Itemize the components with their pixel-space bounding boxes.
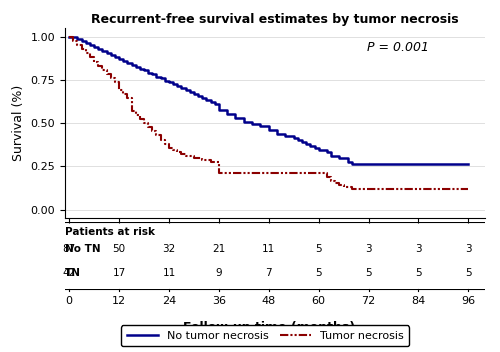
Line: Tumor necrosis: Tumor necrosis (69, 37, 468, 189)
Tumor necrosis (390, 187, 396, 191)
Tumor necrosis (100, 68, 105, 72)
Tumor necrosis (158, 138, 164, 142)
Tumor necrosis (178, 152, 184, 156)
Text: 0: 0 (66, 296, 72, 306)
No tumor necrosis (349, 162, 355, 166)
Text: 60: 60 (312, 296, 326, 306)
Tumor necrosis (66, 35, 72, 39)
Text: Follow-up time (months): Follow-up time (months) (182, 321, 355, 334)
Tumor necrosis (232, 170, 238, 175)
Tumor necrosis (366, 187, 372, 191)
Text: 96: 96 (462, 296, 475, 306)
Tumor necrosis (137, 117, 143, 121)
Tumor necrosis (162, 142, 168, 146)
Tumor necrosis (416, 187, 422, 191)
Tumor necrosis (349, 187, 355, 191)
Text: 3: 3 (366, 244, 372, 254)
Tumor necrosis (224, 170, 230, 175)
Text: 3: 3 (415, 244, 422, 254)
Tumor necrosis (316, 170, 322, 175)
Tumor necrosis (83, 51, 89, 55)
Text: 36: 36 (212, 296, 226, 306)
Text: 9: 9 (216, 268, 222, 277)
Text: 21: 21 (212, 244, 226, 254)
Text: 5: 5 (415, 268, 422, 277)
No tumor necrosis (120, 58, 126, 63)
Tumor necrosis (150, 130, 156, 134)
Tumor necrosis (124, 96, 130, 101)
Tumor necrosis (104, 72, 110, 76)
Text: 32: 32 (162, 244, 175, 254)
Tumor necrosis (74, 43, 80, 47)
No tumor necrosis (224, 112, 230, 116)
Tumor necrosis (340, 185, 346, 189)
Text: Patients at risk: Patients at risk (65, 227, 155, 237)
Tumor necrosis (96, 64, 102, 68)
Text: 5: 5 (316, 244, 322, 254)
Text: 50: 50 (112, 244, 126, 254)
Y-axis label: Survival (%): Survival (%) (12, 85, 25, 161)
Tumor necrosis (128, 109, 134, 113)
Title: Recurrent-free survival estimates by tumor necrosis: Recurrent-free survival estimates by tum… (91, 13, 459, 26)
Text: 5: 5 (366, 268, 372, 277)
Tumor necrosis (332, 181, 338, 185)
Text: 24: 24 (162, 296, 176, 306)
No tumor necrosis (204, 98, 210, 102)
Text: 42: 42 (62, 268, 76, 277)
Tumor necrosis (182, 154, 188, 158)
Text: 3: 3 (465, 244, 471, 254)
Text: TN: TN (65, 268, 81, 277)
Tumor necrosis (141, 121, 147, 125)
Tumor necrosis (208, 160, 214, 164)
Text: 72: 72 (362, 296, 376, 306)
Text: No TN: No TN (65, 244, 100, 254)
Tumor necrosis (132, 113, 138, 117)
Tumor necrosis (440, 187, 446, 191)
Tumor necrosis (112, 80, 118, 84)
Text: 48: 48 (262, 296, 276, 306)
Tumor necrosis (336, 183, 342, 187)
Text: 87: 87 (62, 244, 76, 254)
No tumor necrosis (66, 35, 72, 39)
Text: 5: 5 (316, 268, 322, 277)
Line: No tumor necrosis: No tumor necrosis (69, 37, 468, 164)
Tumor necrosis (199, 158, 205, 162)
Text: 5: 5 (465, 268, 471, 277)
No tumor necrosis (158, 76, 164, 81)
Text: 7: 7 (266, 268, 272, 277)
Text: 11: 11 (262, 244, 276, 254)
Text: 84: 84 (412, 296, 426, 306)
Tumor necrosis (290, 170, 296, 175)
Tumor necrosis (145, 125, 151, 130)
Tumor necrosis (266, 170, 272, 175)
Tumor necrosis (191, 156, 197, 160)
Text: 11: 11 (162, 268, 175, 277)
Tumor necrosis (166, 146, 172, 150)
Tumor necrosis (108, 76, 114, 80)
Tumor necrosis (170, 148, 176, 152)
Legend: No tumor necrosis, Tumor necrosis: No tumor necrosis, Tumor necrosis (121, 325, 409, 346)
No tumor necrosis (128, 63, 134, 67)
Text: 17: 17 (112, 268, 126, 277)
Text: 12: 12 (112, 296, 126, 306)
No tumor necrosis (466, 162, 471, 166)
Tumor necrosis (87, 55, 93, 59)
Tumor necrosis (324, 175, 330, 179)
Tumor necrosis (70, 39, 76, 43)
Tumor necrosis (91, 59, 97, 64)
Tumor necrosis (116, 88, 122, 93)
Tumor necrosis (174, 150, 180, 154)
No tumor necrosis (328, 154, 334, 158)
Tumor necrosis (120, 92, 126, 96)
Tumor necrosis (78, 47, 84, 51)
Tumor necrosis (466, 187, 471, 191)
Tumor necrosis (216, 170, 222, 175)
Tumor necrosis (328, 178, 334, 183)
Text: P = 0.001: P = 0.001 (368, 42, 430, 55)
Tumor necrosis (154, 133, 160, 138)
